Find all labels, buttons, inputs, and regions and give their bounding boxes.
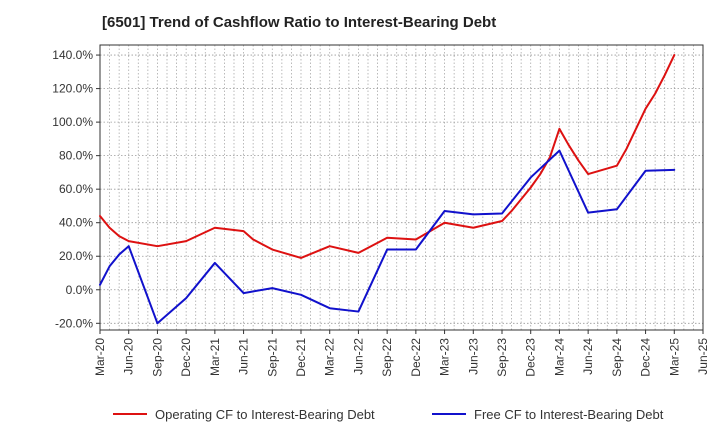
x-tick-label: Sep-22 bbox=[380, 338, 394, 377]
x-tick-label: Jun-22 bbox=[351, 338, 365, 375]
legend-label-1: Operating CF to Interest-Bearing Debt bbox=[155, 407, 375, 422]
y-tick-label: 120.0% bbox=[52, 82, 93, 96]
y-tick-label: 80.0% bbox=[59, 149, 93, 163]
chart-title: [6501] Trend of Cashflow Ratio to Intere… bbox=[102, 14, 497, 31]
x-tick-label: Mar-23 bbox=[438, 338, 452, 376]
y-tick-label: 100.0% bbox=[52, 115, 93, 129]
x-tick-label: Sep-20 bbox=[150, 338, 164, 377]
x-tick-label: Sep-21 bbox=[265, 338, 279, 377]
x-tick-label: Mar-24 bbox=[552, 338, 566, 376]
legend-label-2: Free CF to Interest-Bearing Debt bbox=[474, 407, 664, 422]
x-tick-label: Sep-23 bbox=[495, 338, 509, 377]
x-tick-label: Mar-25 bbox=[667, 338, 681, 376]
series-line-2 bbox=[99, 149, 676, 325]
y-tick-label: 140.0% bbox=[52, 48, 93, 62]
x-tick-label: Jun-25 bbox=[696, 338, 710, 375]
x-tick-label: Dec-24 bbox=[639, 338, 653, 377]
y-tick-label: 0.0% bbox=[66, 283, 94, 297]
x-tick-label: Dec-22 bbox=[409, 338, 423, 377]
series-line-1 bbox=[99, 54, 676, 259]
x-tick-label: Dec-21 bbox=[294, 338, 308, 377]
y-tick-label: -20.0% bbox=[55, 316, 93, 330]
x-tick-label: Dec-23 bbox=[524, 338, 538, 377]
x-tick-label: Mar-20 bbox=[93, 338, 107, 376]
plot-background bbox=[100, 45, 703, 330]
plot-frame bbox=[99, 44, 704, 331]
x-tick-label: Dec-20 bbox=[179, 338, 193, 377]
x-tick-label: Jun-21 bbox=[237, 338, 251, 375]
y-tick-label: 20.0% bbox=[59, 249, 93, 263]
x-tick-label: Jun-24 bbox=[581, 338, 595, 375]
x-tick-label: Jun-23 bbox=[466, 338, 480, 375]
x-tick-label: Sep-24 bbox=[610, 338, 624, 377]
y-tick-label: 60.0% bbox=[59, 182, 93, 196]
x-tick-label: Mar-21 bbox=[208, 338, 222, 376]
x-tick-label: Mar-22 bbox=[323, 338, 337, 376]
x-tick-label: Jun-20 bbox=[122, 338, 136, 375]
y-tick-label: 40.0% bbox=[59, 216, 93, 230]
